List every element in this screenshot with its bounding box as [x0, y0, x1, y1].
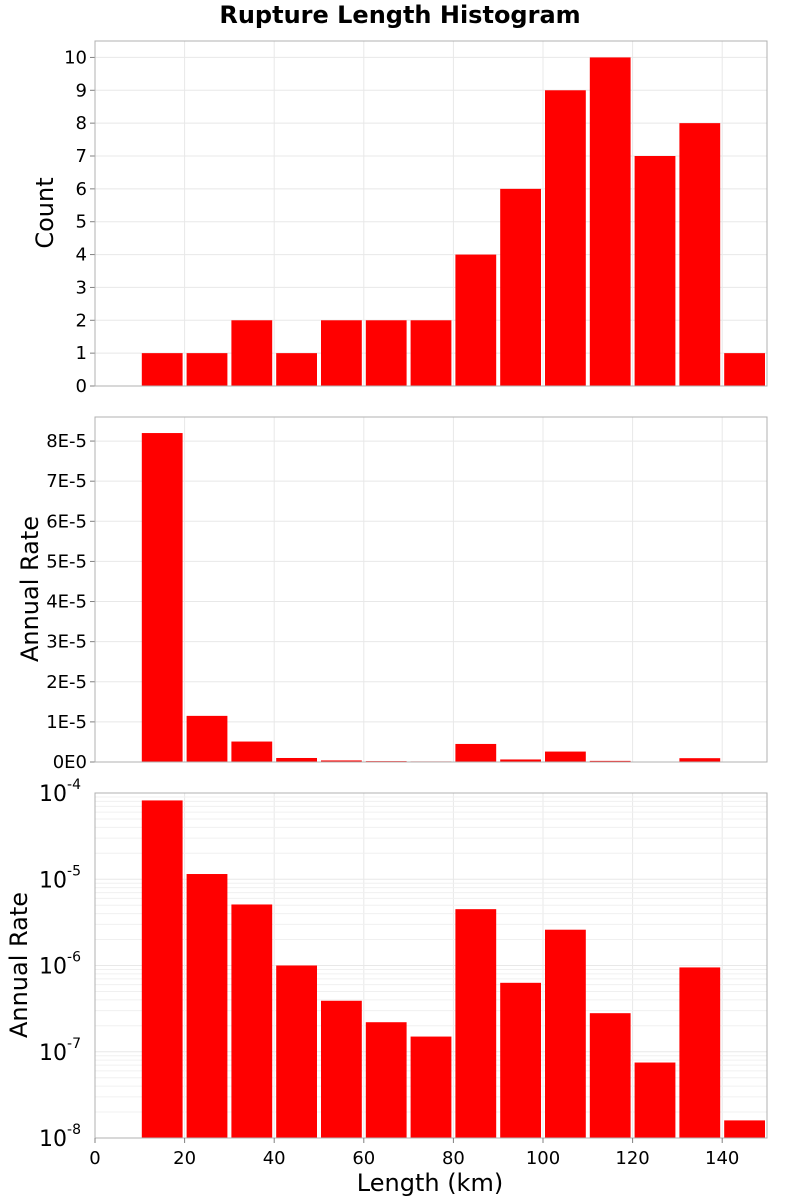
rate-log-bar-100km: [545, 929, 586, 1138]
rate-linear-bar-80km: [455, 743, 497, 762]
rate-log-ytick-label: 10-5: [39, 863, 81, 893]
count-ytick-label: 6: [76, 179, 87, 200]
count-bar-30km: [231, 320, 273, 386]
count-ytick-label: 7: [76, 146, 87, 167]
count-bar-80km: [455, 254, 497, 386]
rate-linear-ytick-label: 3E-5: [46, 632, 87, 653]
y-axis-label-annual-rate-linear: Annual Rate: [16, 516, 44, 662]
annual-rate-linear-panel: 0E0 1E-5 2E-5 3E-5 4E-5 5E-5 6E-5 7E-5 8E-5: [46, 416, 768, 773]
annual-rate-log-panel: 10-8 10-7 10-6 10-5 10-4 0 20 40 60 80 100 120 140: [39, 777, 768, 1169]
rate-log-bar-130km: [679, 967, 721, 1138]
rate-log-bar-80km: [455, 909, 497, 1138]
rate-log-plot-frame: [94, 792, 768, 1139]
rate-log-bar-60km: [365, 1022, 407, 1138]
rate-log-xtick-label: 140: [705, 1148, 739, 1169]
rate-log-bar-50km: [321, 1000, 362, 1138]
count-ytick-label: 10: [64, 47, 87, 68]
rate-log-bar-140km: [724, 1120, 765, 1138]
count-bar-90km: [500, 188, 541, 386]
count-bar-20km: [186, 353, 228, 386]
rate-log-ytick-label: 10-7: [39, 1036, 81, 1066]
rate-linear-ytick-label: 2E-5: [46, 672, 87, 693]
rate-log-bar-120km: [634, 1062, 676, 1138]
rate-log-xtick-label: 80: [442, 1148, 465, 1169]
rate-linear-bar-100km: [545, 751, 586, 762]
rate-log-xtick-label: 0: [89, 1148, 100, 1169]
rate-log-bar-10km: [141, 800, 183, 1138]
rate-linear-ytick-label: 5E-5: [46, 551, 87, 572]
count-bar-60km: [365, 320, 407, 386]
rate-linear-bar-130km: [679, 758, 721, 762]
count-bar-50km: [321, 320, 362, 386]
rate-log-ytick-label: 10-6: [39, 950, 81, 980]
rate-linear-bar-110km: [589, 760, 631, 762]
count-bar-100km: [545, 90, 586, 387]
rate-linear-bar-40km: [276, 757, 317, 762]
rate-linear-ytick-label: 7E-5: [46, 471, 87, 492]
chart-title: Rupture Length Histogram: [219, 1, 580, 29]
rate-log-bar-110km: [589, 1013, 631, 1138]
count-bar-110km: [589, 57, 631, 387]
rate-linear-bar-30km: [231, 741, 273, 762]
rate-log-bar-40km: [276, 965, 317, 1138]
rate-linear-bar-50km: [321, 760, 362, 762]
rate-linear-plot-frame: [94, 416, 768, 763]
count-plot-frame: [94, 40, 768, 387]
rate-linear-bar-90km: [500, 759, 541, 762]
count-bar-70km: [410, 320, 452, 386]
count-ytick-label: 0: [76, 376, 87, 397]
count-ytick-label: 9: [76, 80, 87, 101]
count-ytick-label: 1: [76, 343, 87, 364]
x-axis-label: Length (km): [357, 1169, 503, 1197]
count-ytick-label: 2: [76, 310, 87, 331]
rate-linear-ytick-label: 8E-5: [46, 431, 87, 452]
count-ytick-label: 4: [76, 245, 87, 266]
count-ytick-label: 3: [76, 277, 87, 298]
rate-log-bar-30km: [231, 904, 273, 1138]
count-panel: 0 1 2 3 4 5 6 7 8 9 10: [64, 40, 768, 397]
rate-log-xtick-label: 20: [173, 1148, 196, 1169]
rate-log-bar-20km: [186, 874, 228, 1138]
rate-log-xtick-label: 120: [615, 1148, 649, 1169]
rate-log-xtick-label: 40: [263, 1148, 286, 1169]
y-axis-label-annual-rate-log: Annual Rate: [5, 892, 33, 1038]
count-ytick-label: 8: [76, 113, 87, 134]
rate-log-ytick-label: 10-4: [39, 777, 81, 807]
count-bar-40km: [276, 353, 317, 386]
rate-log-bar-70km: [410, 1036, 452, 1138]
rate-log-xtick-label: 100: [526, 1148, 560, 1169]
count-ytick-label: 5: [76, 212, 87, 233]
count-bar-130km: [679, 123, 721, 387]
rate-log-xtick-label: 60: [352, 1148, 375, 1169]
count-bar-140km: [724, 353, 765, 386]
y-axis-label-count: Count: [31, 177, 59, 248]
rate-linear-ytick-label: 0E0: [53, 752, 87, 773]
rate-linear-ytick-label: 1E-5: [46, 712, 87, 733]
rate-log-ytick-label: 10-8: [39, 1122, 81, 1152]
rate-linear-ytick-label: 4E-5: [46, 592, 87, 613]
count-bar-120km: [634, 156, 676, 386]
rate-linear-ytick-label: 6E-5: [46, 511, 87, 532]
rate-log-bar-90km: [500, 982, 541, 1138]
count-bar-10km: [141, 353, 183, 386]
rate-linear-bar-20km: [186, 715, 228, 762]
rate-linear-bar-10km: [141, 433, 183, 762]
